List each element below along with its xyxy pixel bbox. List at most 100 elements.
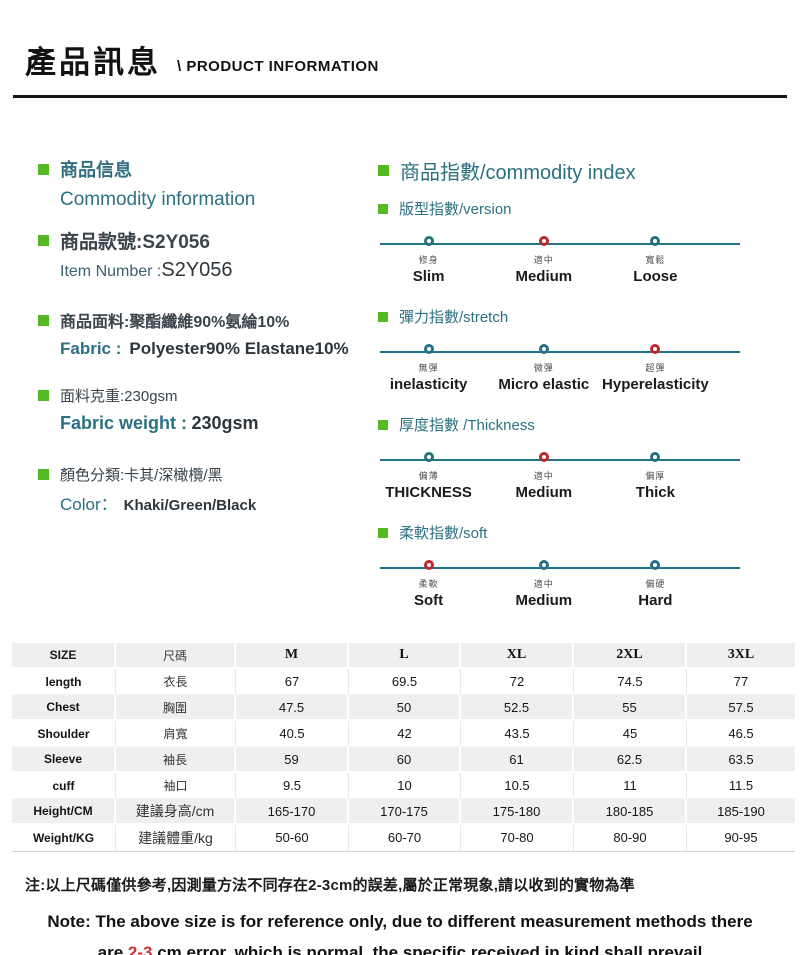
slider-version: 版型指數/version 修身 Slim 適中 Medium 寬鬆 Loose — [378, 198, 792, 293]
col-header-m: M — [236, 643, 349, 670]
stretch-opt2-en: Hyperelasticity — [602, 376, 709, 394]
fabric-weight-label-en: Fabric weight : — [60, 413, 188, 434]
green-square-bullet-icon — [378, 311, 388, 322]
info-item-item-number: 商品款號:S2Y056 Item Number :S2Y056 — [38, 227, 378, 282]
note-en-line1: Note: The above size is for reference on… — [47, 912, 753, 932]
green-square-bullet-icon — [38, 235, 49, 247]
page-title-en: \ PRODUCT INFORMATION — [177, 58, 379, 76]
green-square-bullet-icon — [38, 314, 49, 326]
soft-opt1-zh: 適中 — [533, 579, 554, 590]
version-opt1-en: Medium — [515, 268, 573, 286]
stretch-opt2-zh: 超彈 — [645, 363, 666, 374]
green-square-bullet-icon — [378, 527, 388, 538]
info-item-color: 顏色分類:卡其/深橄欖/黑 Color： Khaki/Green/Black — [38, 464, 378, 515]
fabric-weight-zh: 面料克重:230gsm — [60, 388, 178, 406]
soft-opt1-en: Medium — [515, 592, 573, 610]
soft-opt0-zh: 柔軟 — [418, 579, 439, 590]
fabric-weight-value-en: 230gsm — [191, 413, 259, 434]
version-opt2-zh: 寬鬆 — [645, 255, 666, 266]
note-en: Note: The above size is for reference on… — [25, 907, 775, 955]
col-header-l: L — [349, 643, 461, 670]
soft-dot-hard — [650, 560, 661, 571]
thickness-dot-thin — [423, 452, 434, 463]
soft-dot-soft — [423, 560, 434, 571]
version-opt1-zh: 適中 — [533, 255, 554, 266]
slider-thickness: 厚度指數 /Thickness 偏薄 THICKNESS 適中 Medium 偏厚 T… — [378, 414, 792, 509]
fabric-label-en: Fabric : — [60, 339, 122, 359]
green-square-bullet-icon — [38, 469, 49, 481]
table-row-cuff: cuff 袖口 9.5 10 10.5 11 11.5 — [12, 773, 795, 800]
soft-slider-track — [380, 560, 740, 571]
green-square-bullet-icon — [378, 419, 388, 430]
color-label-en: Color： — [60, 495, 118, 515]
item-number-zh: 商品款號:S2Y056 — [60, 232, 210, 254]
stretch-opt1-zh: 微彈 — [533, 363, 554, 374]
soft-opt2-en: Hard — [638, 592, 673, 610]
thickness-opt1-en: Medium — [515, 484, 573, 502]
info-item-fabric-weight: 面料克重:230gsm Fabric weight : 230gsm — [38, 385, 378, 434]
slider-version-title: 版型指數/version — [399, 201, 512, 219]
thickness-opt1-zh: 適中 — [533, 471, 554, 482]
col-header-2xl: 2XL — [574, 643, 687, 670]
note-en-line2: are 2-3 cm error, which is normal, the s… — [25, 938, 775, 955]
stretch-slider-track — [380, 344, 740, 355]
slider-soft: 柔軟指數/soft 柔軟 Soft 適中 Medium 偏硬 Hard — [378, 522, 792, 617]
note-error-range: 2-3 — [127, 942, 153, 955]
version-dot-medium — [538, 236, 549, 247]
info-item-fabric: 商品面料:聚酯纖維90%氨綸10% Fabric : Polyester90% E… — [38, 308, 378, 359]
info-title-en: Commodity information — [60, 189, 256, 211]
slider-thickness-title: 厚度指數 /Thickness — [399, 417, 535, 435]
stretch-dot-micro-elastic — [538, 344, 549, 355]
commodity-info-section: 商品信息 Commodity information 商品款號:S2Y056 I… — [0, 156, 378, 617]
stretch-dot-inelasticity — [423, 344, 434, 355]
version-dot-loose — [650, 236, 661, 247]
green-square-bullet-icon — [378, 203, 388, 214]
stretch-opt0-zh: 無彈 — [418, 363, 439, 374]
table-row-height: Height/CM 建議身高/cm 165-170 170-175 175-18… — [12, 799, 795, 826]
index-section-title: 商品指數/commodity index — [378, 156, 792, 185]
fabric-zh: 商品面料:聚酯纖維90%氨綸10% — [60, 314, 290, 332]
slider-stretch: 彈力指數/stretch 無彈 inelasticity 微彈 Micro elas… — [378, 306, 792, 401]
version-opt2-en: Loose — [633, 268, 678, 286]
thickness-dot-medium — [538, 452, 549, 463]
thickness-opt0-en: THICKNESS — [385, 484, 472, 502]
info-title-zh: 商品信息 — [60, 160, 132, 181]
color-zh: 顏色分類:卡其/深橄欖/黑 — [60, 467, 223, 485]
green-square-bullet-icon — [38, 163, 49, 175]
note-section: 注:以上尺碼僅供參考,因測量方法不同存在2-3cm的誤差,屬於正常現象,請以收到… — [25, 874, 775, 955]
note-zh: 注:以上尺碼僅供參考,因測量方法不同存在2-3cm的誤差,屬於正常現象,請以收到… — [25, 877, 635, 895]
thickness-opt2-zh: 偏厚 — [645, 471, 666, 482]
content-columns: 商品信息 Commodity information 商品款號:S2Y056 I… — [0, 156, 800, 617]
info-section-title: 商品信息 — [38, 156, 378, 182]
header-divider — [13, 95, 787, 99]
item-number-label-en: Item Number : — [60, 263, 162, 281]
commodity-index-section: 商品指數/commodity index 版型指數/version 修身 Slim… — [378, 156, 800, 617]
fabric-value-en: Polyester90% Elastane10% — [129, 339, 349, 359]
page-title-zh: 產品訊息 — [25, 45, 161, 80]
version-slider-track — [380, 236, 740, 247]
page-header: 產品訊息 \ PRODUCT INFORMATION — [0, 0, 800, 80]
col-header-xl: XL — [461, 643, 574, 670]
item-number-value-en: S2Y056 — [161, 259, 233, 282]
table-row-weight: Weight/KG 建議體重/kg 50-60 60-70 70-80 80-9… — [12, 825, 795, 852]
table-row-length: length 衣長 67 69.5 72 74.5 77 — [12, 669, 795, 696]
col-header-size-zh: 尺碼 — [116, 643, 236, 670]
col-header-size: SIZE — [12, 643, 116, 670]
version-dot-slim — [423, 236, 434, 247]
index-title: 商品指數/commodity index — [400, 162, 636, 185]
soft-opt0-en: Soft — [414, 592, 444, 610]
slider-soft-title: 柔軟指數/soft — [399, 525, 488, 543]
stretch-opt0-en: inelasticity — [389, 376, 468, 394]
version-opt0-en: Slim — [412, 268, 445, 286]
table-row-chest: Chest 胸圍 47.5 50 52.5 55 57.5 — [12, 695, 795, 722]
thickness-slider-track — [380, 452, 740, 463]
green-square-bullet-icon — [378, 165, 389, 177]
thickness-opt0-zh: 偏薄 — [418, 471, 439, 482]
table-header-row: SIZE 尺碼 M L XL 2XL 3XL — [12, 643, 795, 670]
table-row-sleeve: Sleeve 袖長 59 60 61 62.5 63.5 — [12, 747, 795, 774]
thickness-opt2-en: Thick — [635, 484, 675, 502]
table-row-shoulder: Shoulder 肩寬 40.5 42 43.5 45 46.5 — [12, 721, 795, 748]
version-opt0-zh: 修身 — [418, 255, 439, 266]
green-square-bullet-icon — [38, 390, 49, 402]
